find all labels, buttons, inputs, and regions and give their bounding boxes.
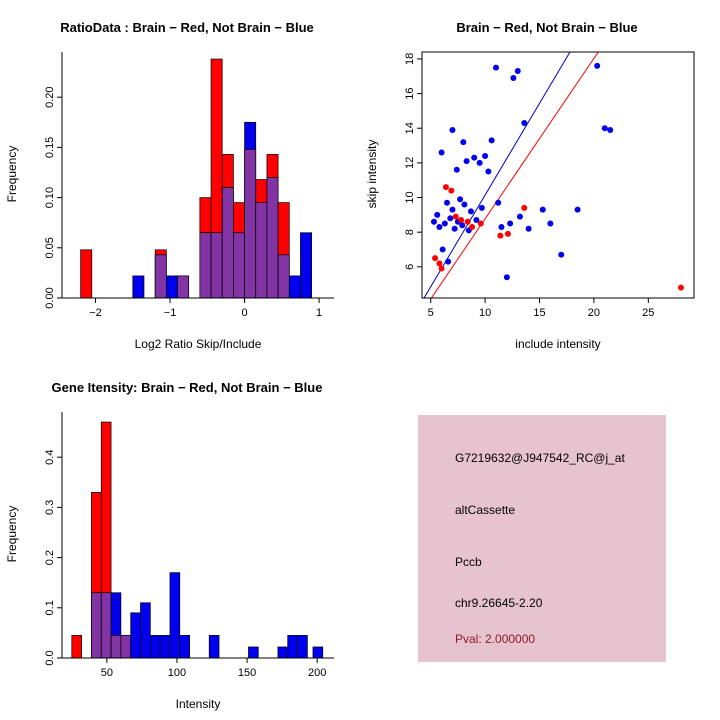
ratio-histogram-y-axis-label: Frequency [5,145,19,203]
gene-intensity-histogram-title: Gene Itensity: Brain − Red, Not Brain − … [51,380,323,395]
panel-gene-intensity-histogram: 50 100 150 200 0.0 0.1 0.2 0.3 0.4 Gene Itensity… [0,360,360,720]
svg-text:0.15: 0.15 [44,137,56,158]
svg-text:50: 50 [101,667,113,679]
svg-text:0.10: 0.10 [44,187,56,208]
gene-intensity-histogram-x-axis-label: Intensity [175,697,221,711]
ratio-histogram-plot: −2 −1 0 1 0.00 0.05 0.10 0.15 0.20 [44,52,334,319]
svg-text:18: 18 [404,53,416,65]
svg-text:16: 16 [404,87,416,99]
svg-text:−2: −2 [89,307,102,319]
intensity-scatter-plot: 5 10 15 20 25 6 8 10 12 14 16 18 [404,51,695,319]
svg-text:0.05: 0.05 [44,237,56,258]
pval-text: Pval: 2.000000 [455,632,536,646]
intensity-scatter-x-axis-label: include intensity [515,337,601,351]
svg-text:8: 8 [404,229,416,235]
svg-text:10: 10 [404,191,416,203]
svg-text:0.0: 0.0 [44,650,56,665]
svg-text:0.20: 0.20 [44,86,56,107]
probe-id-text: G7219632@J947542_RC@j_at [455,451,625,465]
svg-text:20: 20 [588,307,600,319]
svg-text:200: 200 [308,667,326,679]
svg-text:5: 5 [428,307,434,319]
ratio-histogram-title: RatioData : Brain − Red, Not Brain − Blu… [60,20,314,35]
svg-text:150: 150 [238,667,256,679]
gene-symbol-text: Pccb [455,555,482,569]
svg-text:25: 25 [642,307,654,319]
svg-text:0.2: 0.2 [44,550,56,565]
svg-text:15: 15 [533,307,545,319]
gene-intensity-histogram-y-axis-label: Frequency [5,505,19,563]
svg-text:100: 100 [168,667,186,679]
panel-ratio-histogram: −2 −1 0 1 0.00 0.05 0.10 0.15 0.20 RatioData : B… [0,0,360,360]
svg-text:0.1: 0.1 [44,600,56,615]
panel-gene-info: G7219632@J947542_RC@j_at altCassette Pcc… [360,360,720,720]
svg-text:10: 10 [479,307,491,319]
svg-text:1: 1 [316,307,322,319]
svg-text:12: 12 [404,157,416,169]
svg-text:0.4: 0.4 [44,450,56,465]
svg-text:−1: −1 [164,307,177,319]
intensity-scatter-title: Brain − Red, Not Brain − Blue [456,20,638,35]
svg-text:14: 14 [404,122,416,134]
gene-intensity-histogram-plot: 50 100 150 200 0.0 0.1 0.2 0.3 0.4 [44,412,334,679]
svg-text:6: 6 [404,264,416,270]
svg-text:0.3: 0.3 [44,500,56,515]
svg-text:0.00: 0.00 [44,287,56,308]
panel-intensity-scatter: 5 10 15 20 25 6 8 10 12 14 16 18 Brain − Red, Not B… [360,0,720,360]
splice-type-text: altCassette [455,503,516,517]
intensity-scatter-y-axis-label: skip intensity [365,139,379,209]
locus-text: chr9.26645-2.20 [455,596,543,610]
gene-info-box: G7219632@J947542_RC@j_at altCassette Pcc… [418,415,666,662]
ratio-histogram-x-axis-label: Log2 Ratio Skip/Include [134,337,262,351]
svg-text:0: 0 [242,307,248,319]
